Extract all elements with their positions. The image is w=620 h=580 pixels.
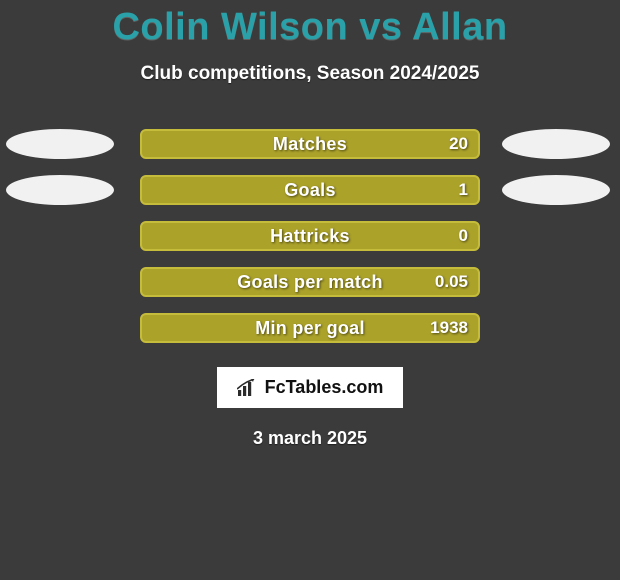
stat-value: 0 <box>459 226 468 246</box>
stat-rows: Matches 20 Goals 1 Hattricks 0 Goals per match… <box>0 129 620 343</box>
subtitle: Club competitions, Season 2024/2025 <box>0 63 620 85</box>
stat-bar: Min per goal 1938 <box>140 313 480 343</box>
date-line: 3 march 2025 <box>0 428 620 449</box>
player-left-ellipse <box>6 129 114 159</box>
stat-bar: Hattricks 0 <box>140 221 480 251</box>
stat-bar: Goals per match 0.05 <box>140 267 480 297</box>
stat-row: Min per goal 1938 <box>0 313 620 343</box>
stat-value: 1938 <box>430 318 468 338</box>
stat-label: Hattricks <box>270 226 350 247</box>
stat-row: Hattricks 0 <box>0 221 620 251</box>
page-title: Colin Wilson vs Allan <box>0 0 620 49</box>
player-right-ellipse <box>502 175 610 205</box>
stat-label: Goals per match <box>237 272 383 293</box>
stat-value: 0.05 <box>435 272 468 292</box>
stat-bar: Matches 20 <box>140 129 480 159</box>
stat-label: Min per goal <box>255 318 365 339</box>
bar-chart-icon <box>237 379 259 397</box>
stat-bar: Goals 1 <box>140 175 480 205</box>
stat-label: Goals <box>284 180 336 201</box>
comparison-infographic: Colin Wilson vs Allan Club competitions,… <box>0 0 620 580</box>
stat-value: 1 <box>459 180 468 200</box>
player-right-ellipse <box>502 129 610 159</box>
brand-box[interactable]: FcTables.com <box>217 367 404 408</box>
stat-row: Goals 1 <box>0 175 620 205</box>
brand-text: FcTables.com <box>265 377 384 398</box>
stat-row: Goals per match 0.05 <box>0 267 620 297</box>
stat-row: Matches 20 <box>0 129 620 159</box>
player-left-ellipse <box>6 175 114 205</box>
stat-label: Matches <box>273 134 347 155</box>
stat-value: 20 <box>449 134 468 154</box>
